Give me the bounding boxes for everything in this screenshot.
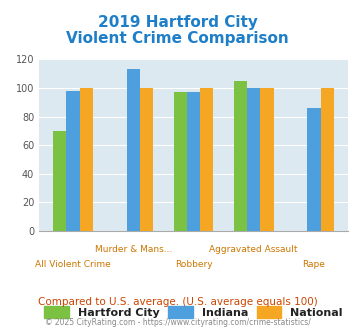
- Bar: [247, 88, 260, 231]
- Text: Violent Crime Comparison: Violent Crime Comparison: [66, 31, 289, 46]
- Bar: [307, 108, 321, 231]
- Bar: [260, 88, 274, 231]
- Text: 2019 Hartford City: 2019 Hartford City: [98, 15, 257, 30]
- Text: © 2025 CityRating.com - https://www.cityrating.com/crime-statistics/: © 2025 CityRating.com - https://www.city…: [45, 318, 310, 327]
- Text: Compared to U.S. average. (U.S. average equals 100): Compared to U.S. average. (U.S. average …: [38, 297, 317, 307]
- Bar: [174, 92, 187, 231]
- Bar: [53, 131, 66, 231]
- Bar: [140, 88, 153, 231]
- Bar: [234, 81, 247, 231]
- Bar: [200, 88, 213, 231]
- Bar: [187, 92, 200, 231]
- Text: Rape: Rape: [302, 260, 326, 269]
- Bar: [321, 88, 334, 231]
- Text: Aggravated Assault: Aggravated Assault: [209, 245, 298, 254]
- Bar: [80, 88, 93, 231]
- Text: Robbery: Robbery: [175, 260, 212, 269]
- Text: All Violent Crime: All Violent Crime: [35, 260, 111, 269]
- Legend: Hartford City, Indiana, National: Hartford City, Indiana, National: [40, 302, 347, 322]
- Bar: [66, 91, 80, 231]
- Bar: [127, 69, 140, 231]
- Text: Murder & Mans...: Murder & Mans...: [94, 245, 172, 254]
